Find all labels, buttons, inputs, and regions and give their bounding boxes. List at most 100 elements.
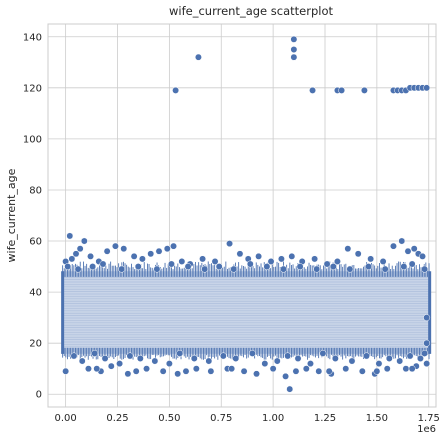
y-tick-label: 120 bbox=[23, 83, 42, 94]
data-point bbox=[398, 237, 406, 245]
data-point bbox=[286, 385, 294, 393]
data-point bbox=[192, 365, 200, 373]
data-point bbox=[85, 365, 92, 373]
data-point bbox=[292, 367, 300, 375]
data-point bbox=[190, 355, 198, 362]
data-point bbox=[375, 360, 383, 368]
data-point bbox=[408, 365, 416, 373]
data-point bbox=[182, 367, 190, 375]
data-point bbox=[163, 245, 171, 253]
data-point bbox=[311, 255, 319, 263]
x-tick-label: 1.75 bbox=[418, 413, 440, 424]
data-point bbox=[385, 355, 393, 362]
data-point bbox=[240, 367, 248, 375]
data-point bbox=[408, 260, 416, 268]
data-point bbox=[255, 252, 263, 260]
data-point bbox=[70, 352, 78, 360]
x-tick-label: 1.25 bbox=[314, 413, 336, 424]
data-point bbox=[338, 86, 346, 94]
data-point bbox=[147, 250, 155, 258]
data-point bbox=[246, 260, 254, 268]
x-tick-label: 0.00 bbox=[55, 413, 77, 424]
data-point bbox=[165, 360, 173, 368]
chart-title: wife_current_age scatterplot bbox=[169, 4, 334, 18]
data-point bbox=[253, 370, 260, 378]
data-point bbox=[138, 255, 146, 263]
data-point bbox=[280, 265, 287, 273]
x-axis-offset-text: 1e6 bbox=[417, 424, 436, 435]
data-point bbox=[116, 360, 124, 368]
data-point bbox=[296, 263, 304, 271]
data-point bbox=[290, 46, 298, 53]
y-tick-label: 140 bbox=[23, 32, 42, 43]
data-point bbox=[207, 367, 215, 375]
data-point bbox=[288, 252, 296, 260]
data-point bbox=[89, 263, 97, 271]
data-point bbox=[261, 360, 269, 368]
data-point bbox=[101, 355, 109, 362]
data-point bbox=[381, 265, 389, 273]
y-tick-label: 80 bbox=[29, 185, 42, 196]
data-point bbox=[170, 242, 177, 250]
data-point bbox=[419, 252, 426, 260]
data-point bbox=[194, 53, 202, 61]
data-point bbox=[72, 250, 80, 258]
data-point bbox=[277, 255, 285, 263]
data-point bbox=[348, 357, 356, 365]
plot-frame bbox=[47, 23, 437, 408]
data-point bbox=[174, 370, 182, 378]
data-point bbox=[230, 265, 238, 273]
x-tick-label: 0.50 bbox=[158, 413, 180, 424]
data-point bbox=[76, 245, 84, 253]
data-point bbox=[290, 35, 298, 43]
data-point bbox=[402, 365, 410, 373]
y-tick-label: 20 bbox=[29, 339, 42, 350]
data-point bbox=[263, 263, 271, 271]
data-point bbox=[155, 247, 163, 255]
y-tick-label: 60 bbox=[29, 237, 42, 248]
data-point bbox=[290, 53, 298, 61]
data-point bbox=[176, 349, 184, 357]
data-point bbox=[87, 252, 94, 260]
data-point bbox=[62, 367, 70, 375]
data-point bbox=[219, 352, 227, 360]
data-point bbox=[396, 357, 404, 365]
data-point bbox=[416, 355, 424, 362]
data-point bbox=[319, 349, 327, 357]
data-point bbox=[307, 360, 314, 368]
data-point bbox=[390, 242, 397, 250]
data-point bbox=[103, 247, 111, 255]
data-point bbox=[400, 263, 408, 271]
data-point bbox=[124, 370, 132, 378]
data-point bbox=[248, 349, 256, 357]
data-point bbox=[329, 263, 337, 271]
data-point bbox=[64, 263, 72, 271]
data-point bbox=[423, 360, 431, 368]
data-point bbox=[354, 250, 362, 258]
data-point bbox=[205, 357, 213, 365]
data-point bbox=[172, 86, 180, 94]
y-tick-label: 0 bbox=[36, 390, 42, 401]
data-point bbox=[136, 355, 144, 362]
data-point bbox=[282, 372, 290, 380]
data-point bbox=[178, 258, 186, 265]
data-point bbox=[66, 232, 74, 240]
data-point bbox=[423, 314, 431, 322]
data-point bbox=[302, 365, 310, 373]
data-point bbox=[421, 265, 429, 273]
data-point bbox=[406, 352, 414, 360]
data-point bbox=[423, 84, 431, 92]
data-point bbox=[226, 240, 234, 248]
data-point bbox=[111, 242, 119, 250]
dense-point-band bbox=[61, 261, 432, 360]
data-point bbox=[404, 247, 412, 255]
data-point bbox=[199, 255, 207, 263]
data-point bbox=[315, 367, 323, 375]
data-point bbox=[215, 263, 223, 271]
x-tick-label: 1.50 bbox=[366, 413, 388, 424]
x-tick-label: 0.25 bbox=[106, 413, 128, 424]
data-point bbox=[132, 367, 140, 375]
data-point bbox=[323, 260, 331, 268]
data-point bbox=[421, 349, 429, 357]
data-point bbox=[373, 367, 381, 375]
